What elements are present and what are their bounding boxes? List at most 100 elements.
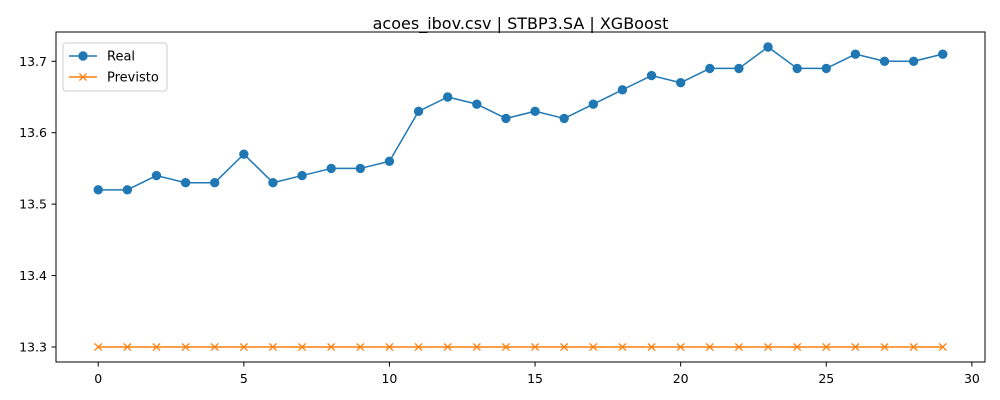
y-axis: 13.3 13.4 13.5 13.6 13.7	[19, 54, 56, 355]
data-point-real	[530, 106, 540, 116]
data-point-real	[908, 56, 919, 66]
data-point-previsto	[327, 342, 336, 352]
data-point-previsto	[414, 342, 423, 352]
x-marker-stroke	[501, 342, 510, 352]
x-marker-stroke	[210, 342, 219, 352]
data-point-previsto	[385, 342, 394, 352]
data-point-real	[297, 170, 307, 181]
data-point-previsto	[181, 342, 190, 352]
legend-box	[62, 42, 168, 92]
x-marker-stroke	[443, 342, 452, 352]
x-marker-stroke	[356, 342, 365, 352]
x-tick-label: 30	[964, 371, 980, 386]
data-point-previsto	[356, 342, 365, 352]
y-tick-label: 13.6	[19, 125, 47, 140]
legend: Real Previsto	[62, 42, 168, 92]
x-marker-stroke	[123, 342, 132, 352]
data-point-real	[472, 99, 482, 109]
data-point-real	[938, 49, 948, 59]
y-tick-label: 13.5	[19, 197, 47, 212]
data-point-previsto	[647, 342, 656, 352]
x-marker-stroke	[851, 342, 860, 352]
legend-marker-previsto	[78, 72, 88, 82]
data-point-previsto	[938, 342, 947, 352]
data-point-real	[442, 92, 453, 102]
x-marker-stroke	[763, 342, 773, 352]
x-marker-stroke	[94, 342, 103, 352]
data-point-real	[122, 185, 133, 195]
data-point-previsto	[239, 342, 248, 352]
data-point-real	[151, 170, 162, 181]
data-point-real	[180, 178, 191, 188]
legend-marker-real	[78, 51, 88, 61]
x-marker-stroke	[589, 342, 598, 352]
data-point-previsto	[531, 342, 540, 352]
data-point-previsto	[443, 342, 452, 352]
data-point-real	[501, 113, 511, 124]
x-marker-stroke	[734, 342, 743, 352]
x-marker-stroke	[909, 342, 918, 352]
data-point-previsto	[822, 342, 831, 352]
data-point-real	[384, 156, 395, 166]
legend-label-previsto: Previsto	[107, 71, 159, 86]
x-tick-label: 10	[381, 371, 397, 386]
data-point-previsto	[268, 342, 278, 352]
data-point-real	[210, 178, 220, 188]
x-marker-stroke	[793, 342, 802, 352]
data-point-real	[326, 163, 336, 174]
data-point-previsto	[618, 342, 627, 352]
x-marker-stroke	[239, 342, 248, 352]
x-marker-stroke	[78, 72, 88, 82]
series-layer	[93, 42, 948, 352]
x-marker-stroke	[268, 342, 278, 352]
data-point-previsto	[734, 342, 743, 352]
x-marker-stroke	[705, 342, 714, 352]
x-marker-stroke	[472, 342, 481, 352]
x-marker-stroke	[822, 342, 831, 352]
data-point-real	[705, 63, 715, 74]
x-marker-stroke	[938, 342, 947, 352]
data-point-previsto	[123, 342, 132, 352]
y-tick-label: 13.3	[19, 340, 47, 355]
y-tick-label: 13.7	[19, 54, 47, 69]
data-point-previsto	[705, 342, 714, 352]
data-point-real	[850, 49, 861, 59]
data-point-previsto	[501, 342, 510, 352]
x-tick-label: 15	[527, 371, 543, 386]
plot-area-frame	[55, 31, 986, 363]
data-point-real	[763, 42, 773, 52]
y-tick-label: 13.4	[19, 268, 47, 283]
data-point-previsto	[676, 342, 685, 352]
data-point-previsto	[851, 342, 860, 352]
data-point-real	[879, 56, 890, 66]
data-point-real	[239, 149, 249, 159]
x-marker-stroke	[298, 342, 307, 352]
x-tick-label: 20	[673, 371, 689, 386]
data-point-previsto	[880, 342, 889, 352]
data-point-previsto	[589, 342, 598, 352]
data-point-previsto	[94, 342, 103, 352]
x-tick-label: 5	[240, 371, 248, 386]
x-marker-stroke	[385, 342, 394, 352]
series-real	[93, 42, 948, 195]
x-marker-stroke	[560, 342, 569, 352]
x-marker-stroke	[647, 342, 656, 352]
data-point-real	[675, 78, 686, 88]
series-previsto	[94, 342, 947, 352]
data-point-real	[588, 99, 599, 109]
data-point-real	[617, 85, 628, 95]
data-point-real	[93, 185, 103, 195]
data-point-previsto	[763, 342, 773, 352]
data-point-previsto	[210, 342, 219, 352]
data-point-real	[559, 113, 569, 124]
data-point-previsto	[472, 342, 481, 352]
data-point-previsto	[152, 342, 161, 352]
data-point-real	[646, 70, 657, 81]
x-marker-stroke	[531, 342, 540, 352]
data-point-real	[413, 106, 424, 116]
series-line-real	[98, 46, 943, 191]
x-marker-stroke	[327, 342, 336, 352]
legend-label-real: Real	[107, 50, 135, 65]
x-tick-label: 0	[94, 371, 102, 386]
